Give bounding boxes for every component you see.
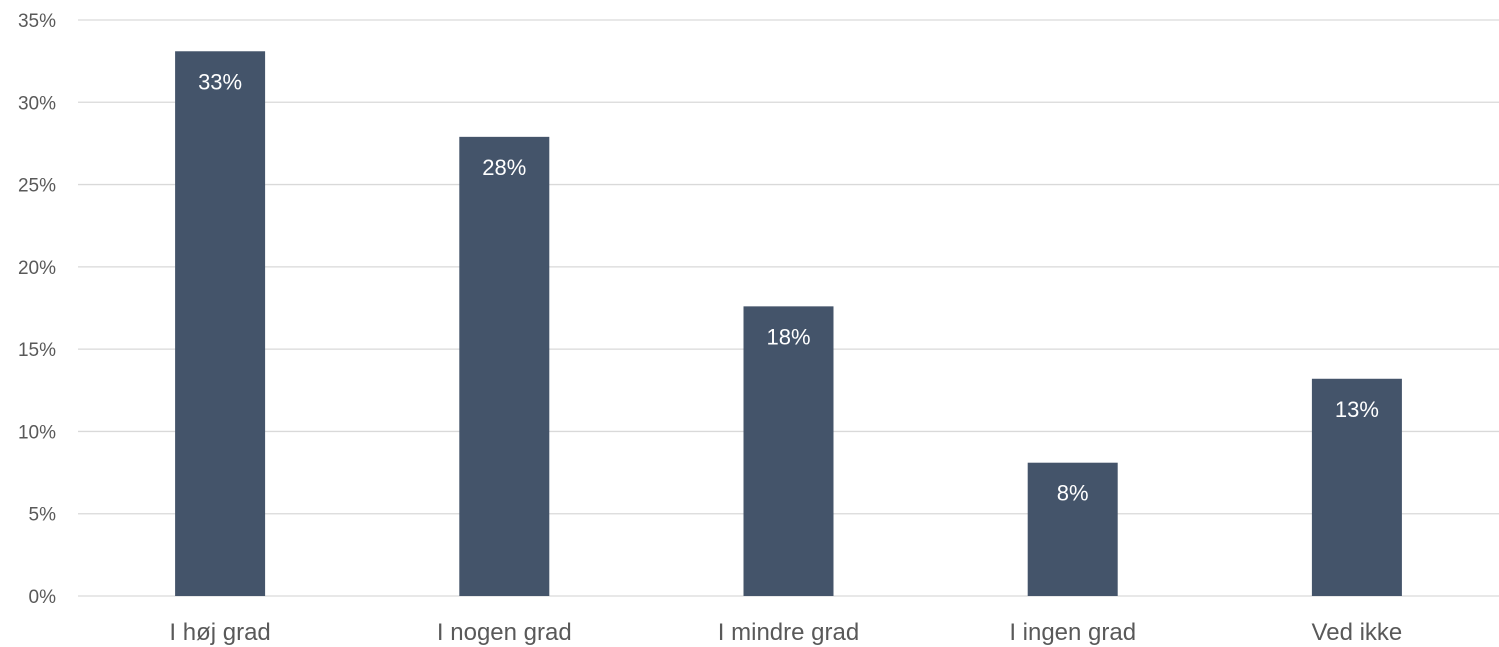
y-axis-tick-labels: 0% 5% 10% 15% 20% 25% 30% 35% (18, 11, 56, 608)
y-tick-label: 0% (29, 587, 57, 608)
bar (1027, 462, 1118, 596)
bar (175, 51, 266, 597)
data-label: 8% (1057, 481, 1089, 506)
x-axis-tick-labels: I høj grad I nogen grad I mindre grad I ing… (169, 619, 1402, 646)
y-tick-label: 35% (18, 11, 56, 32)
y-tick-label: 20% (18, 258, 56, 279)
data-label: 33% (198, 69, 242, 94)
data-labels: 33% 28% 18% 8% 13% (198, 69, 1379, 505)
data-label: 28% (482, 155, 526, 180)
bar (743, 306, 834, 596)
y-tick-label: 10% (18, 422, 56, 443)
y-tick-label: 30% (18, 93, 56, 114)
bars (175, 51, 1402, 597)
data-label: 18% (766, 324, 810, 349)
data-label: 13% (1335, 397, 1379, 422)
y-tick-label: 25% (18, 176, 56, 197)
y-tick-label: 15% (18, 340, 56, 361)
x-tick-label: I nogen grad (437, 619, 572, 646)
x-tick-label: I ingen grad (1009, 619, 1136, 646)
x-tick-label: Ved ikke (1312, 619, 1403, 646)
x-tick-label: I høj grad (169, 619, 270, 646)
bar (1311, 378, 1402, 596)
y-tick-label: 5% (29, 505, 57, 526)
x-tick-label: I mindre grad (718, 619, 859, 646)
bar (459, 136, 550, 597)
